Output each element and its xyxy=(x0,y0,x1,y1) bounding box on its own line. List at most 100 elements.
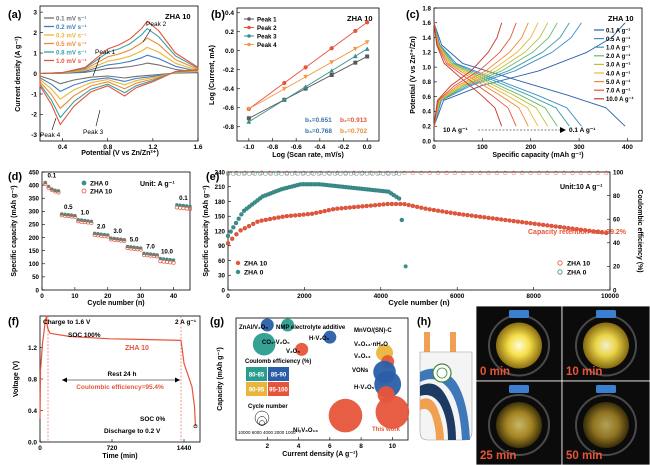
a-xtick-label-3: 1.6 xyxy=(193,144,202,151)
zha0-point-7 xyxy=(63,212,67,217)
lamp-module-1 xyxy=(596,310,616,318)
panel-g-xlabel: Current density (A g⁻¹) xyxy=(282,451,357,458)
soc0-label: SOC 0% xyxy=(140,416,166,423)
a-ytick-label-1: -2 xyxy=(31,112,37,119)
zha10-capacity-point xyxy=(284,213,289,219)
zha10-capacity-point xyxy=(372,203,378,208)
zha10-point-10 xyxy=(72,214,77,219)
c-legend-label-6: 5.0 A g⁻¹ xyxy=(606,79,630,86)
b-legend-label-1: Peak 2 xyxy=(257,25,277,32)
zha0-ce-point xyxy=(380,171,386,176)
zha10-capacity-point xyxy=(410,203,416,209)
fit-line-peak-2 xyxy=(248,21,368,110)
b-xtick-label-1: -0.8 xyxy=(267,144,279,151)
zha0-ce-point xyxy=(225,171,231,176)
zha10-capacity-point xyxy=(402,201,407,207)
photo-time-label-1: 10 min xyxy=(566,366,602,378)
b-ytick-label-1: -0.6 xyxy=(223,105,235,112)
zha10-ce-point xyxy=(410,170,416,175)
a-xtick-label-1: 0.8 xyxy=(103,144,112,151)
zha10-capacity-point xyxy=(230,236,235,241)
zha10-capacity-point xyxy=(234,232,239,237)
e-y2tick-label-3: 60 xyxy=(613,217,620,224)
discharge-end-marker xyxy=(193,424,198,429)
panel-c-ylabel: Potential (V vs Zn²⁺/Zn) xyxy=(410,36,417,114)
rate-label-5: 5.0 xyxy=(130,236,139,243)
zha10-ce-point xyxy=(284,170,289,175)
c-ytick-label-7: 1.4 xyxy=(422,35,431,42)
photo-time-label-3: 50 min xyxy=(566,450,602,462)
e-xtick-label-0: 0 xyxy=(226,293,230,300)
e-y2tick-label-0: 0 xyxy=(613,287,617,294)
zha10-point-35 xyxy=(155,254,160,259)
peak-2-label: Peak 2 xyxy=(146,21,167,28)
zha10-ce-point xyxy=(452,170,458,175)
panel-e-ylabel: Specific capacity (mAh g⁻¹) xyxy=(203,185,210,276)
point-peak3-2 xyxy=(303,84,309,89)
zha10-capacity-point xyxy=(566,225,571,231)
zha0-capacity-point xyxy=(399,217,404,223)
zha10-capacity-point xyxy=(532,221,537,226)
zha10-capacity-point xyxy=(503,217,508,223)
b-ytick-label-6: 0.4 xyxy=(225,10,234,17)
zha10-ce-point xyxy=(427,170,432,175)
cycle-key-circle-3 xyxy=(259,420,265,426)
zha10-capacity-point xyxy=(507,218,512,223)
panel-e-unit: Unit:10 A g⁻¹ xyxy=(560,184,603,191)
zha10-ce-point xyxy=(578,170,584,175)
point-peak1-4 xyxy=(353,60,358,65)
e-ytick-label-0: 0 xyxy=(222,287,226,294)
bubble-10 xyxy=(328,398,363,433)
zha0-capacity-point xyxy=(239,212,244,217)
cycle-key-circle-1 xyxy=(254,410,270,426)
panel-e-letter: (e) xyxy=(206,171,220,183)
zha10-capacity-point xyxy=(356,204,361,209)
zha10-ce-point xyxy=(604,170,609,175)
label-v2o5: V₂O₅ xyxy=(286,349,300,355)
a-ytick-label-4: 1 xyxy=(33,50,37,57)
b-xtick-label-5: 0.0 xyxy=(363,144,372,151)
zha0-capacity-point xyxy=(236,216,241,221)
zha0-point-21 xyxy=(109,236,113,240)
d-ytick-label-5: 250 xyxy=(29,222,40,229)
zha10-capacity-point xyxy=(490,216,495,221)
d-ytick-label-1: 50 xyxy=(32,274,39,281)
peak-1-pointer xyxy=(92,56,101,77)
panel-c-rate-arrow: 10 A g⁻¹ 0.1 A g⁻¹ xyxy=(443,127,595,134)
zha0-ce-point xyxy=(354,171,359,176)
zha10-capacity-point xyxy=(389,201,395,207)
logo-seal-inner xyxy=(436,367,448,379)
panel-b-letter: (b) xyxy=(211,9,225,21)
zha0-point-4 xyxy=(53,188,57,193)
e-y2tick-label-1: 20 xyxy=(613,264,620,271)
zha0-ce-point xyxy=(322,171,327,176)
panel-a-letter: (a) xyxy=(8,9,22,21)
zha10-ce-point xyxy=(503,170,508,175)
ce-key-box-2 xyxy=(246,382,267,396)
zha10-capacity-point xyxy=(536,222,542,227)
g-xtick-label-0: 2 xyxy=(265,443,269,450)
rate-label-3: 2.0 xyxy=(97,223,106,230)
zha10-capacity-point xyxy=(309,211,315,216)
zha0-ce-point xyxy=(306,171,311,176)
zha10-capacity-point xyxy=(272,216,277,221)
rate-label-6: 7.0 xyxy=(146,243,155,250)
point-peak3-3 xyxy=(329,68,335,73)
e-ytick-label-2: 60 xyxy=(218,258,225,265)
cv-curve-4 xyxy=(39,37,199,109)
panel-a-peak-labels: Peak 1 Peak 2 Peak 3 Peak 4 xyxy=(40,21,167,139)
e-xtick-label-4: 8000 xyxy=(526,293,541,300)
ce-key-label-3: 95-100 xyxy=(269,387,288,393)
b-legend-marker-2 xyxy=(247,34,251,38)
zha10-capacity-point xyxy=(557,224,563,230)
c-legend-label-4: 3.0 A g⁻¹ xyxy=(606,62,630,69)
zha10-ce-point xyxy=(477,170,483,175)
e-legend-left-marker-0 xyxy=(235,260,241,266)
point-peak3-5 xyxy=(364,46,370,51)
zha10-capacity-point xyxy=(318,209,323,215)
rest-label: Rest 24 h xyxy=(108,371,137,378)
cycle-key-circle-2 xyxy=(257,416,267,426)
c-ytick-label-2: 0.4 xyxy=(422,109,431,116)
pouch-cell-illustration xyxy=(419,332,473,441)
